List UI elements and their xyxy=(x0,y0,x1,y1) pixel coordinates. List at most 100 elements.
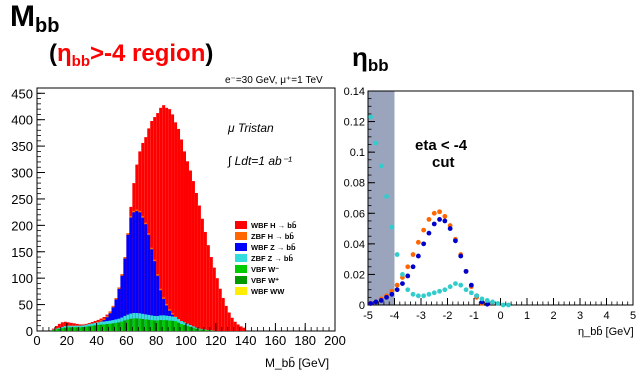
mass-bin-wbf-z xyxy=(111,307,115,331)
mass-bin-vbf-w xyxy=(177,322,181,331)
eta-point-series-0 xyxy=(410,252,416,257)
mass-bin-total xyxy=(153,117,157,331)
eta-point-series-2 xyxy=(415,293,421,299)
eta-point-series-1 xyxy=(431,221,437,227)
legend-label: WBF H → bb̄ xyxy=(251,221,297,230)
mass-bin-vbf-w xyxy=(165,320,169,331)
mass-bin-vbf-w xyxy=(191,327,195,331)
eta-cut-band xyxy=(368,91,395,305)
legend-swatch xyxy=(235,232,247,240)
mass-bin-total xyxy=(212,267,216,331)
mass-ytick-label: 450 xyxy=(11,86,33,101)
eta-point-series-1 xyxy=(442,218,448,224)
left-subtitle-open: ( xyxy=(49,40,57,67)
mass-bin-total xyxy=(188,170,192,331)
left-subtitle: (ηbb>-4 region) xyxy=(49,40,213,70)
eta-point-series-0 xyxy=(415,239,421,245)
mass-bin-wbf-z xyxy=(156,275,160,331)
mass-bin-zbf-h xyxy=(144,222,148,225)
eta-point-series-2 xyxy=(468,290,474,296)
mass-xtick-label: 60 xyxy=(119,333,133,348)
mass-bin-vbf-w xyxy=(159,320,163,331)
mass-ytick-label: 100 xyxy=(11,271,33,286)
mass-xtick-label: 140 xyxy=(235,333,257,348)
eta-point-series-2 xyxy=(410,291,416,297)
left-subtitle-rest: >-4 region xyxy=(90,40,206,67)
mass-bin-wbf-z xyxy=(138,212,142,331)
eta-point-series-1 xyxy=(421,241,427,247)
mass-bin-vbf-w xyxy=(66,327,70,331)
mass-bin-vbf-w xyxy=(87,326,91,331)
mass-bin-total xyxy=(230,317,234,331)
mass-bin-wbf-z xyxy=(153,261,157,331)
eta-ytick-label: 0.1 xyxy=(350,147,365,159)
mass-bin-vbf-w xyxy=(90,325,94,331)
eta-point-series-1 xyxy=(468,282,474,288)
mass-bin-total xyxy=(180,139,184,331)
eta-point-series-2 xyxy=(384,194,389,199)
mass-bin-vbf-w xyxy=(93,325,97,331)
mass-bin-vbf-w xyxy=(105,324,109,331)
mass-xtick-label: 20 xyxy=(60,333,74,348)
mass-ytick-label: 250 xyxy=(11,192,33,207)
eta-point-series-1 xyxy=(458,253,464,259)
eta-xtick-label: 4 xyxy=(603,310,609,322)
eta-point-series-2 xyxy=(426,291,432,297)
mass-bin-total xyxy=(197,205,201,331)
mass-histogram xyxy=(51,105,246,332)
eta-point-series-1 xyxy=(389,291,395,297)
eta-xtick-label: 1 xyxy=(524,310,530,322)
mass-bin-wbf-z xyxy=(126,234,130,331)
mass-ytick-label: 200 xyxy=(11,218,33,233)
eta-point-series-1 xyxy=(400,281,405,286)
mass-bin-total xyxy=(200,218,204,331)
mass-bin-total xyxy=(194,192,198,331)
mass-bin-total xyxy=(60,322,64,331)
left-title: Mbb xyxy=(10,0,59,38)
eta-point-series-0 xyxy=(431,210,437,216)
mass-bin-zbf-h xyxy=(141,216,145,219)
eta-xtick-label: 2 xyxy=(550,310,556,322)
eta-xlabel: η_bb̄ [GeV] xyxy=(578,325,634,338)
legend-swatch xyxy=(235,254,247,262)
legend-label: WBF Z → bb̄ xyxy=(251,243,296,252)
legend-label: VBF W⁺ xyxy=(251,276,279,285)
eta-xtick-label: -2 xyxy=(443,310,453,322)
eta-point-series-2 xyxy=(400,272,405,277)
mass-bin-total xyxy=(221,297,225,331)
mass-bin-zbf-h xyxy=(168,309,172,312)
mass-bin-vbf-w xyxy=(188,326,192,331)
mass-bin-vbf-w xyxy=(96,324,100,331)
legend-label: WBF WW xyxy=(251,287,285,296)
eta-point-series-2 xyxy=(463,287,469,293)
mass-bin-zbf-h xyxy=(147,233,151,236)
mass-xtick-label: 0 xyxy=(33,333,40,348)
mass-bin-zbf-h xyxy=(150,247,154,250)
mass-bin-total xyxy=(242,327,246,331)
mass-bin-vbf-w xyxy=(206,330,210,331)
mass-xlabel: M_bb̄ [GeV] xyxy=(265,356,329,370)
eta-axes: 0 0.02 0.04 0.06 0.08 0.1 0.12 0.14 -5 -4 -3 -2 -1 0 1… xyxy=(344,86,636,322)
eta-point-series-2 xyxy=(442,287,448,293)
mass-bin-zbf-h xyxy=(123,257,127,260)
legend-swatch xyxy=(235,287,247,295)
right-title: ηbb xyxy=(352,42,389,76)
mass-bin-vbf-w xyxy=(51,330,55,331)
eta-point-series-2 xyxy=(389,224,395,230)
mass-bin-vbf-w xyxy=(108,323,112,331)
eta-point-series-2 xyxy=(368,114,374,120)
mass-bin-vbf-w xyxy=(194,328,198,331)
mass-bin-vbf-w xyxy=(174,321,178,331)
mass-bin-vbf-w xyxy=(147,319,151,331)
eta-annotation-line1: eta < -4 xyxy=(415,137,468,154)
mass-bin-total xyxy=(236,324,240,331)
mass-ytick-label: 50 xyxy=(19,298,33,313)
eta-point-series-2 xyxy=(490,299,495,305)
mass-bin-vbf-w xyxy=(138,318,142,331)
eta-point-series-1 xyxy=(405,273,411,279)
mass-bin-zbf-h xyxy=(156,274,160,277)
mass-bin-zbf-h xyxy=(159,288,163,291)
eta-xtick-label: -1 xyxy=(469,310,479,322)
mass-xtick-label: 200 xyxy=(324,333,346,348)
eta-xtick-label: -3 xyxy=(416,310,426,322)
